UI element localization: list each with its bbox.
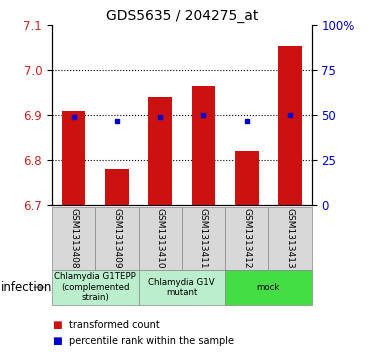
Text: GSM1313408: GSM1313408 (69, 208, 78, 269)
Bar (105, 169, 129, 205)
Text: transformed count: transformed count (69, 319, 160, 330)
Text: GSM1313411: GSM1313411 (199, 208, 208, 269)
Text: mock: mock (257, 283, 280, 292)
Text: Chlamydia G1V
mutant: Chlamydia G1V mutant (148, 278, 215, 297)
Text: ■: ■ (52, 336, 62, 346)
Text: GSM1313413: GSM1313413 (286, 208, 295, 269)
Text: infection: infection (1, 281, 52, 294)
Text: Chlamydia G1TEPP
(complemented
strain): Chlamydia G1TEPP (complemented strain) (54, 272, 136, 302)
Text: percentile rank within the sample: percentile rank within the sample (69, 336, 234, 346)
Bar (191, 86, 215, 205)
Title: GDS5635 / 204275_at: GDS5635 / 204275_at (106, 9, 258, 23)
Text: GSM1313412: GSM1313412 (242, 208, 251, 269)
Bar (235, 151, 259, 205)
Text: ■: ■ (52, 319, 62, 330)
Bar (278, 46, 302, 205)
Bar (148, 97, 172, 205)
Text: GSM1313409: GSM1313409 (112, 208, 121, 269)
Bar (62, 111, 85, 205)
Text: GSM1313410: GSM1313410 (156, 208, 165, 269)
